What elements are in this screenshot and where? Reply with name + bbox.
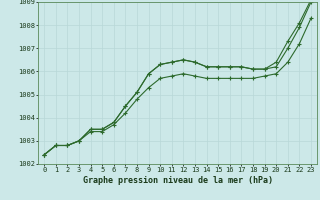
X-axis label: Graphe pression niveau de la mer (hPa): Graphe pression niveau de la mer (hPa) (83, 176, 273, 185)
